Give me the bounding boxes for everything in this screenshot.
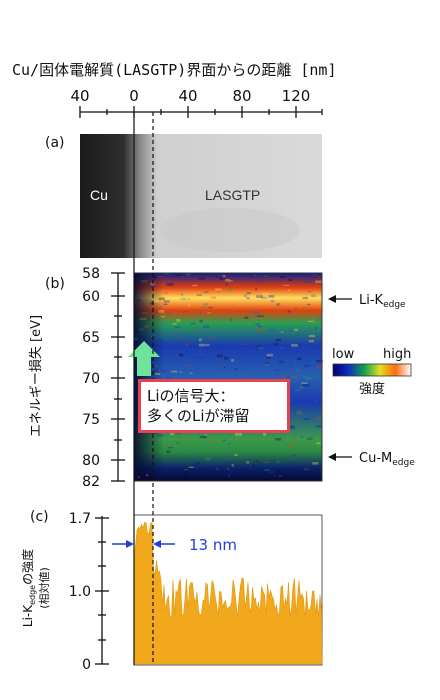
top-axis-ticks — [79, 106, 323, 118]
panel-c-ytick-label: 0 — [82, 657, 91, 673]
width-label: 13 nm — [189, 536, 237, 554]
callout-line-1: Liの信号大： — [147, 387, 235, 405]
width-arrowhead-right — [153, 540, 161, 548]
svg-text:(相対値): (相対値) — [37, 567, 51, 609]
li-edge-label: Li-Kedge — [359, 293, 406, 310]
panel-c-label: (c) — [30, 509, 49, 525]
colorbar-caption: 強度 — [359, 381, 385, 397]
figure-title: Cu/固体電解質(LASGTP)界面からの距離 [nm] — [12, 61, 337, 79]
sem-lasgtp-label: LASGTP — [205, 187, 260, 203]
svg-text:Li-Kedgeの強度: Li-Kedgeの強度 — [20, 549, 37, 627]
top-tick-label: 40 — [70, 87, 89, 105]
callout-line-2: 多くのLiが滞留 — [147, 407, 250, 425]
panel-b-ytick-label: 65 — [82, 330, 100, 346]
colorbar-low-label: low — [332, 347, 355, 362]
callout-box: Liの信号大： 多くのLiが滞留 — [138, 379, 290, 433]
panel-b-ytick-label: 82 — [82, 474, 100, 490]
green-up-arrow — [128, 341, 160, 376]
top-tick-label: 40 — [178, 87, 197, 105]
panel-b-ytick-label: 58 — [82, 266, 100, 282]
eels-heatmap-shade — [134, 273, 164, 481]
width-arrowhead-left — [126, 540, 134, 548]
sem-cu-label: Cu — [90, 187, 108, 203]
colorbar — [332, 363, 412, 377]
panel-b-yticks — [111, 272, 125, 482]
panel-c-yticks — [95, 517, 109, 665]
top-tick-label: 80 — [232, 87, 251, 105]
panel-b-label: (b) — [45, 276, 65, 292]
panel-b-ytick-label: 70 — [82, 371, 100, 387]
panel-b-ylabel: エネルギー損失 [eV] — [29, 315, 44, 437]
top-tick-label: 120 — [282, 87, 311, 105]
cu-edge-label: Cu-Medge — [359, 451, 415, 468]
panel-c-ylabel: Li-Kedgeの強度 (相対値) — [20, 549, 51, 627]
sem-texture — [160, 208, 300, 252]
cu-edge-arrowhead — [328, 453, 336, 461]
panel-b-ytick-label: 80 — [82, 453, 100, 469]
colorbar-high-label: high — [383, 347, 411, 362]
panel-b-ytick-label: 75 — [82, 412, 100, 428]
intensity-profile — [133, 521, 323, 665]
li-edge-arrowhead — [328, 295, 336, 303]
panel-c-ytick-label: 1.7 — [69, 511, 91, 527]
eels-heatmap — [134, 273, 322, 481]
panel-c-ytick-label: 1.0 — [69, 584, 91, 600]
panel-b-ytick-label: 60 — [82, 289, 100, 305]
panel-a-label: (a) — [45, 135, 65, 151]
top-tick-label: 0 — [129, 87, 139, 105]
